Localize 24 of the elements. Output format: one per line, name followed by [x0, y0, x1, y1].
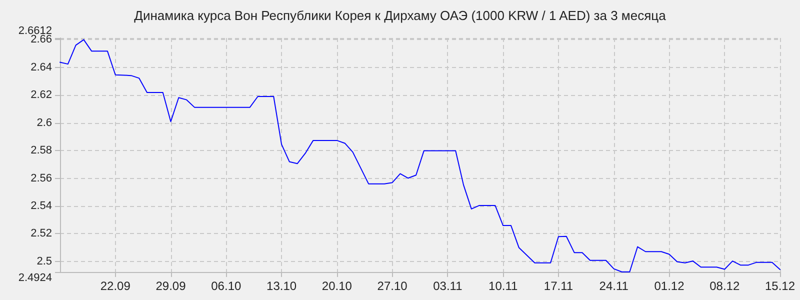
x-tick-label: 13.10 [266, 279, 297, 293]
x-tick-label: 06.10 [211, 279, 242, 293]
y-tick-label: 2.52 [30, 228, 52, 240]
x-tick-label: 27.10 [377, 279, 408, 293]
x-tick-label: 15.12 [764, 279, 796, 293]
x-tick-label: 10.11 [488, 279, 518, 293]
x-tick-label: 03.11 [433, 279, 463, 293]
y-tick-label: 2.54 [30, 200, 52, 212]
x-tick-label: 01.12 [654, 279, 685, 293]
y-tick-label: 2.6 [36, 116, 52, 129]
y-tick-label: 2.56 [30, 172, 52, 184]
x-tick-label: 08.12 [710, 279, 740, 293]
x-tick-label: 24.11 [599, 279, 629, 293]
y-tick-label: 2.66 [30, 34, 52, 46]
y-tick-label: 2.58 [30, 144, 52, 157]
y-tick-label: 2.5 [36, 255, 52, 268]
x-tick-label: 20.10 [322, 279, 352, 293]
x-tick-label: 29.09 [156, 279, 186, 293]
y-tick-label: 2.62 [30, 89, 52, 102]
y-tick-label: 2.4924 [18, 272, 52, 284]
chart-title: Динамика курса Вон Республики Корея к Дирхаму ОАЭ (1000 KRW / 1 AED) за 3 месяца [134, 8, 667, 23]
x-tick-label: 22.09 [100, 279, 131, 293]
y-tick-label: 2.64 [30, 61, 52, 74]
x-tick-label: 17.11 [544, 279, 574, 293]
